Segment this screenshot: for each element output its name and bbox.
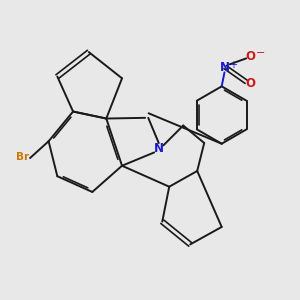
Text: O: O — [245, 50, 255, 63]
Text: N: N — [154, 142, 164, 155]
Text: N: N — [220, 61, 230, 74]
Text: O: O — [245, 77, 255, 90]
Text: Br: Br — [16, 152, 29, 162]
Text: +: + — [229, 60, 237, 70]
Text: −: − — [256, 48, 265, 58]
